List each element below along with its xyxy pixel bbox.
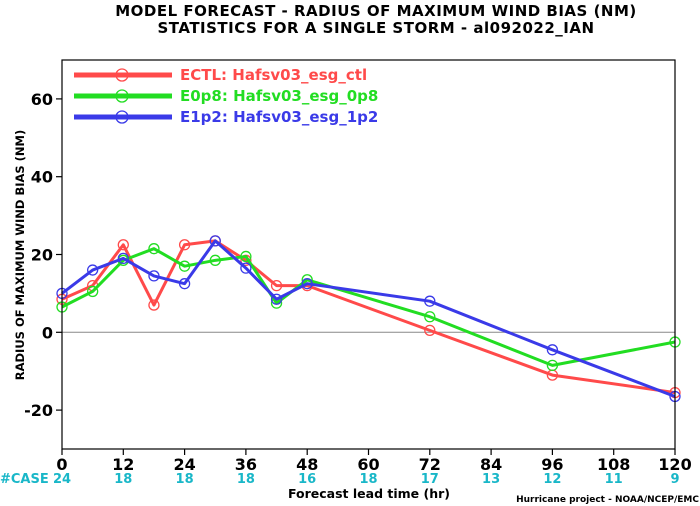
chart-subtitle: STATISTICS FOR A SINGLE STORM - al092022… xyxy=(158,19,595,37)
case-count: 18 xyxy=(176,472,194,487)
data-point xyxy=(209,254,221,266)
chart-title: MODEL FORECAST - RADIUS OF MAXIMUM WIND … xyxy=(115,2,637,20)
data-point xyxy=(301,278,313,290)
case-label: #CASE xyxy=(0,472,49,487)
legend-label: E1p2: Hafsv03_esg_1p2 xyxy=(180,108,378,126)
data-point xyxy=(424,311,436,323)
data-point xyxy=(546,359,559,372)
x-tick-label: 24 xyxy=(173,455,195,474)
y-tick-label: 40 xyxy=(31,168,53,187)
data-point xyxy=(424,324,436,337)
x-tick-label: 0 xyxy=(56,455,67,474)
y-tick-label: -20 xyxy=(24,401,53,420)
legend-label: ECTL: Hafsv03_esg_ctl xyxy=(180,66,367,84)
case-count: 24 xyxy=(53,472,71,487)
y-tick-label: 0 xyxy=(42,323,53,342)
data-point xyxy=(240,250,252,263)
data-point xyxy=(87,264,99,276)
x-axis: 0 12 24 36 48 60 72 84 96 108 120 xyxy=(56,449,692,474)
data-point xyxy=(178,278,191,290)
x-tick-label: 96 xyxy=(541,455,563,474)
series-line xyxy=(61,247,676,367)
y-tick-label: 60 xyxy=(31,90,53,109)
case-count: 9 xyxy=(670,472,679,487)
x-tick-label: 72 xyxy=(419,455,441,474)
data-point xyxy=(148,243,160,255)
y-tick-label: 20 xyxy=(31,246,53,265)
x-axis-label: Forecast lead time (hr) xyxy=(288,486,450,501)
series-3 xyxy=(56,235,681,403)
plot-area: ECTL: Hafsv03_esg_ctl E0p8: Hafsv03_esg_0… xyxy=(56,59,681,450)
data-point xyxy=(424,295,436,307)
x-tick-label: 36 xyxy=(235,455,257,474)
case-count: 11 xyxy=(605,472,623,487)
data-point xyxy=(240,262,252,274)
data-point xyxy=(270,293,283,305)
data-point xyxy=(546,344,559,356)
case-count: 13 xyxy=(482,472,500,487)
case-count: 16 xyxy=(298,472,316,487)
data-point xyxy=(209,235,221,247)
legend-marker xyxy=(115,110,129,124)
x-tick-label: 120 xyxy=(658,455,691,474)
case-count: 18 xyxy=(114,472,132,487)
case-count: 18 xyxy=(237,472,255,487)
data-point xyxy=(178,239,191,251)
x-tick-label: 84 xyxy=(480,455,502,474)
legend-marker xyxy=(115,89,129,103)
y-axis-label: RADIUS OF MAXIMUM WIND BIAS (NM) xyxy=(13,130,27,381)
credit-text: Hurricane project - NOAA/NCEP/EMC xyxy=(516,495,699,505)
case-count: 18 xyxy=(359,472,377,487)
data-point xyxy=(178,260,191,272)
data-point xyxy=(117,239,129,251)
data-point xyxy=(87,285,99,298)
case-count: 17 xyxy=(421,472,439,487)
data-point xyxy=(117,252,129,265)
x-tick-label: 48 xyxy=(296,455,318,474)
data-point xyxy=(270,279,283,292)
legend-marker xyxy=(115,68,129,82)
legend-label: E0p8: Hafsv03_esg_0p8 xyxy=(180,87,378,105)
data-point xyxy=(148,299,160,311)
case-counts: 24 18 18 18 16 18 17 13 12 11 9 xyxy=(53,472,680,487)
y-axis: -20 0 20 40 60 xyxy=(24,90,62,420)
x-tick-label: 108 xyxy=(597,455,630,474)
case-count: 12 xyxy=(543,472,561,487)
x-tick-label: 12 xyxy=(112,455,134,474)
series-line xyxy=(61,239,676,395)
x-tick-label: 60 xyxy=(357,455,379,474)
data-point xyxy=(148,270,160,282)
legend: ECTL: Hafsv03_esg_ctl E0p8: Hafsv03_esg_0… xyxy=(74,66,378,126)
